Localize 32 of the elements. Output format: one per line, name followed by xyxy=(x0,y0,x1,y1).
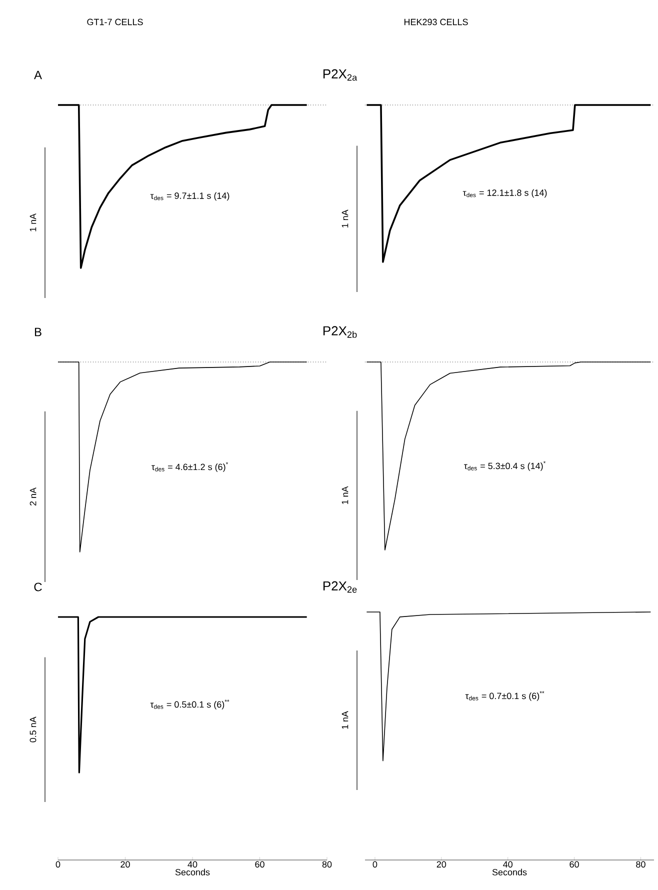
x-tick-label: 0 xyxy=(372,861,378,868)
text: 1 nA xyxy=(30,213,36,232)
x-tick-label: 80 xyxy=(636,861,646,868)
text: P2X$_{2a}$ xyxy=(323,69,358,81)
text: B xyxy=(34,328,42,336)
text: P2X$_{2e}$ xyxy=(323,581,357,593)
chart-title: HEK293 CELLS xyxy=(404,18,468,26)
x-tick-label: 40 xyxy=(188,861,198,868)
text: 1 nA xyxy=(342,210,348,228)
text: 1 nA xyxy=(342,486,348,504)
annotation: τ$_{des}$ = 5.3±0.4 s (14)$^{*}$ xyxy=(464,461,546,471)
text: 0.5 nA xyxy=(30,716,36,742)
annotation: τ$_{des}$ = 0.7±0.1 s (6)$^{**}$ xyxy=(465,691,544,701)
text: 2 nA xyxy=(30,487,36,506)
x-tick-label: 60 xyxy=(255,861,264,868)
text: C xyxy=(34,582,42,592)
text: 1 nA xyxy=(342,711,348,729)
x-axis-title: Seconds xyxy=(175,868,210,876)
annotation: τ$_{des}$ = 4.6±1.2 s (6)$^{*}$ xyxy=(151,462,228,472)
text: A xyxy=(34,70,42,80)
x-tick-label: 60 xyxy=(570,861,579,868)
annotation: τ$_{des}$ = 0.5±0.1 s (6)$^{**}$ xyxy=(150,700,230,710)
x-tick-label: 20 xyxy=(436,861,446,868)
x-tick-label: 0 xyxy=(56,861,60,868)
annotation: τ$_{des}$ = 9.7±1.1 s (14) xyxy=(150,192,230,201)
x-tick-label: 20 xyxy=(120,861,130,868)
x-tick-label: 40 xyxy=(503,861,513,868)
text: P2X$_{2b}$ xyxy=(323,326,357,338)
annotation: τ$_{des}$ = 12.1±1.8 s (14) xyxy=(462,189,547,198)
x-axis-title: Seconds xyxy=(492,868,527,876)
x-tick-label: 80 xyxy=(322,861,332,868)
chart-title: GT1-7 CELLS xyxy=(87,18,143,26)
